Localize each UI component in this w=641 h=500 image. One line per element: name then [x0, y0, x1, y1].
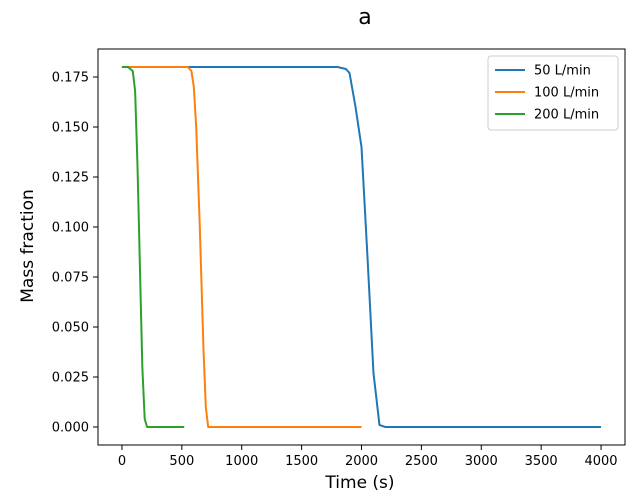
- x-tick-label: 500: [169, 454, 194, 469]
- plot-area: 0 500 1000 1500 2000 2500 3000 3500 4000 0.000 0.0…: [52, 48, 626, 469]
- y-tick-label: 0.125: [52, 171, 89, 186]
- x-axis-label: Time (s): [324, 473, 394, 493]
- chart-title: a: [358, 5, 371, 30]
- legend-label-2: 100 L/min: [534, 86, 599, 101]
- x-tick-label: 1500: [285, 454, 318, 469]
- series-line-1: [121, 66, 602, 428]
- y-tick-label: 0.050: [52, 321, 89, 336]
- y-axis-label: Mass fraction: [18, 189, 38, 303]
- legend-label-3: 200 L/min: [534, 108, 599, 123]
- x-tick-label: 1000: [225, 454, 258, 469]
- x-tick-label: 4000: [584, 454, 617, 469]
- x-tick-label: 3000: [465, 454, 498, 469]
- legend-label-1: 50 L/min: [534, 64, 591, 79]
- series-line-2: [121, 66, 362, 428]
- y-tick-label: 0.150: [52, 121, 89, 136]
- y-tick-label: 0.075: [52, 271, 89, 286]
- y-tick-label: 0.000: [52, 421, 89, 436]
- x-tick-label: 3500: [525, 454, 558, 469]
- x-tick-label: 2000: [345, 454, 378, 469]
- legend-box: [487, 55, 619, 131]
- legend: 50 L/min 100 L/min 200 L/min: [487, 55, 619, 131]
- series-line-3: [121, 66, 185, 428]
- x-tick-label: 0: [118, 454, 126, 469]
- y-tick-label: 0.100: [52, 221, 89, 236]
- y-tick-label: 0.175: [52, 71, 89, 86]
- x-tick-label: 2500: [405, 454, 438, 469]
- y-tick-label: 0.025: [52, 371, 89, 386]
